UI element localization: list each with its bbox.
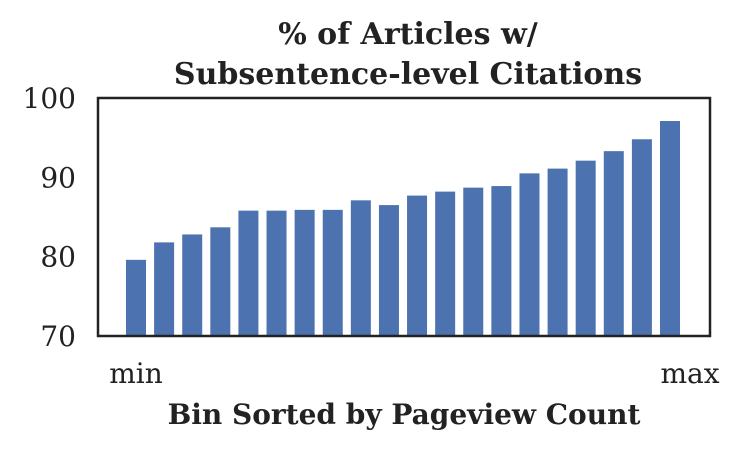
bar-16 xyxy=(547,168,568,336)
x-axis-label: Bin Sorted by Pageview Count xyxy=(168,398,641,431)
y-tick-label-90: 90 xyxy=(40,161,76,194)
y-tick-label-80: 80 xyxy=(40,241,76,274)
bar-20 xyxy=(660,121,680,336)
bar-6 xyxy=(266,210,287,336)
bar-13 xyxy=(463,187,484,336)
bar-series xyxy=(126,121,680,336)
bar-1 xyxy=(126,259,146,336)
bar-19 xyxy=(631,139,652,336)
chart-title-line-1: % of Articles w/ xyxy=(278,17,538,52)
bar-11 xyxy=(407,195,428,336)
bar-17 xyxy=(575,160,596,336)
bar-4 xyxy=(210,227,231,336)
bar-8 xyxy=(322,209,343,336)
bar-7 xyxy=(294,209,315,336)
x-tick-label-min: min xyxy=(109,357,163,390)
plot-frame xyxy=(96,96,712,338)
bar-18 xyxy=(603,151,624,336)
chart-title-line-2: Subsentence-level Citations xyxy=(174,57,642,92)
bar-15 xyxy=(519,173,540,336)
bar-12 xyxy=(435,191,456,336)
x-tick-label-max: max xyxy=(660,357,719,390)
bar-14 xyxy=(491,186,512,336)
bar-9 xyxy=(350,200,371,336)
bar-5 xyxy=(238,210,259,336)
bar-3 xyxy=(182,234,203,336)
y-tick-label-70: 70 xyxy=(40,320,76,353)
y-axis-ticks: 70 80 90 100 xyxy=(23,82,76,353)
y-tick-label-100: 100 xyxy=(23,82,76,115)
bar-10 xyxy=(378,205,399,336)
bar-2 xyxy=(154,242,175,336)
